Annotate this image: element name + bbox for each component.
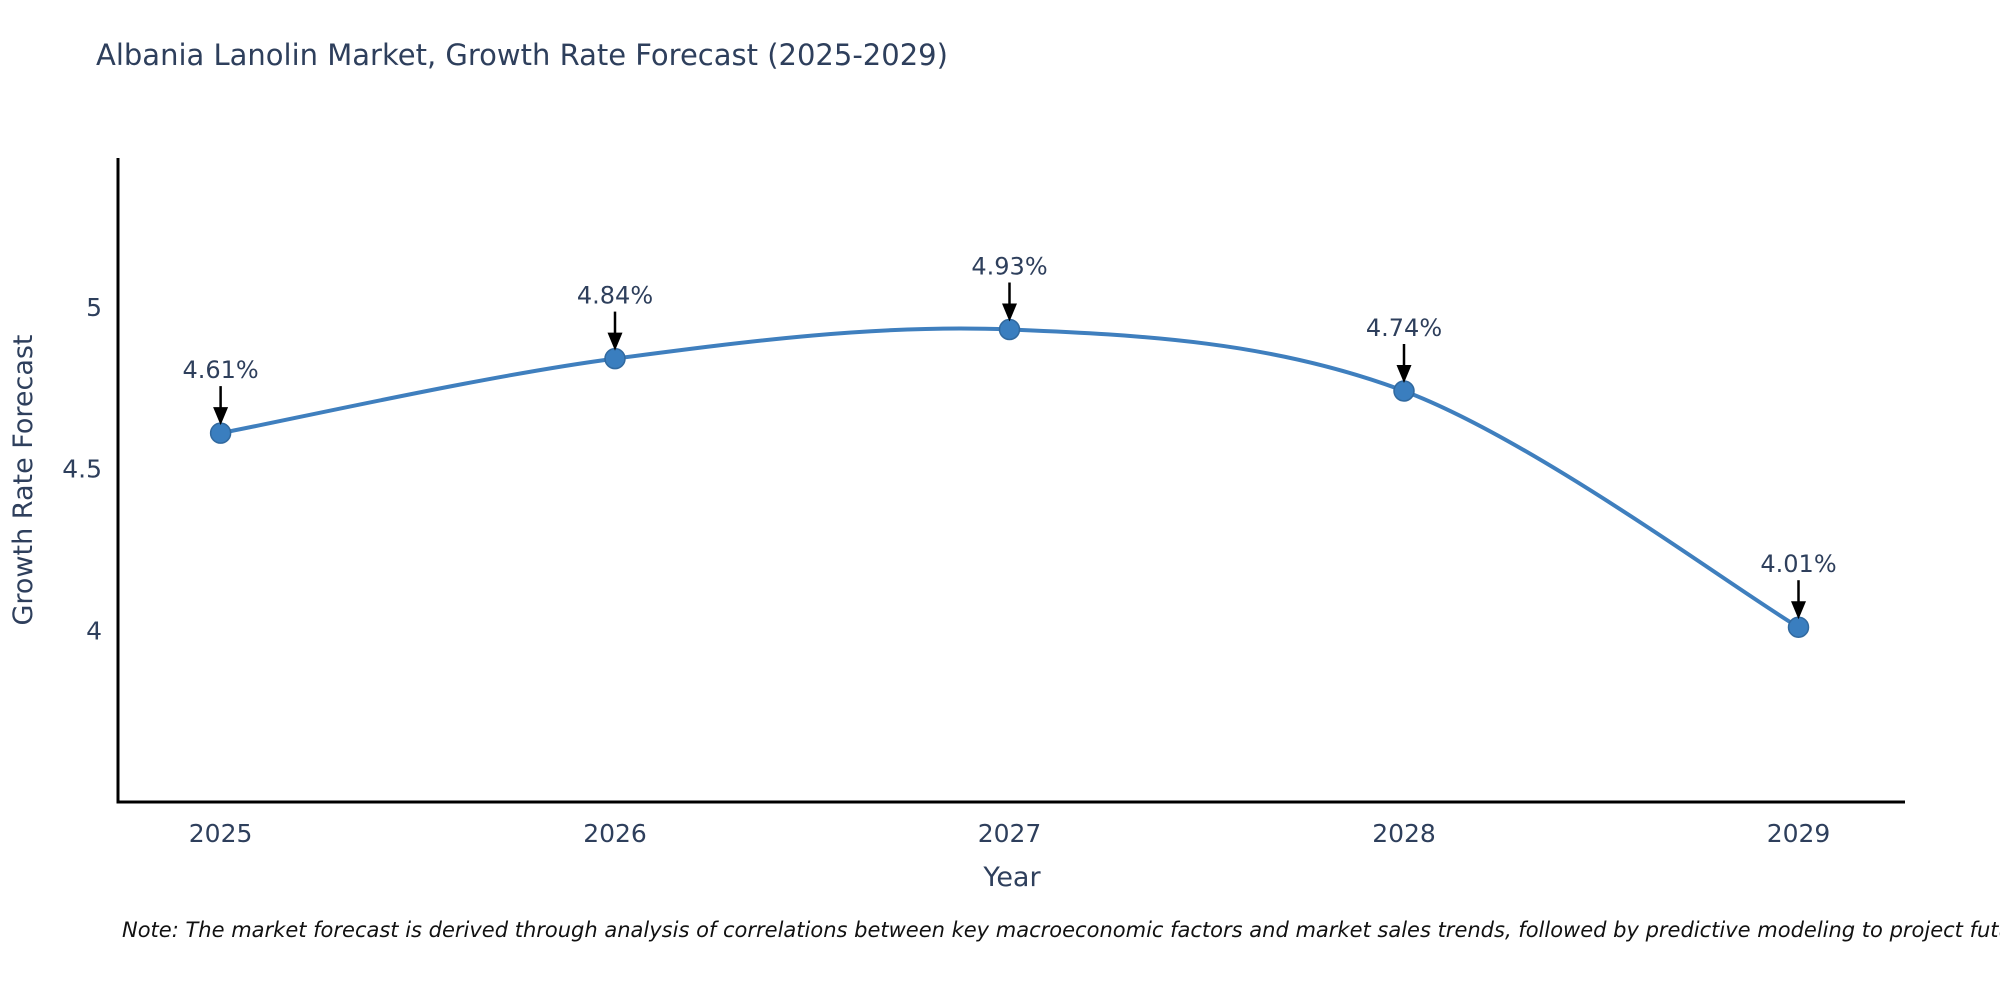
x-tick-label: 2026: [583, 819, 647, 848]
y-tick-label: 4.5: [62, 455, 102, 484]
annotation-label: 4.93%: [971, 253, 1047, 281]
annotation-arrowhead: [213, 407, 229, 426]
x-tick-label: 2025: [189, 819, 253, 848]
annotation-label: 4.84%: [577, 282, 653, 310]
annotation-arrowhead: [1791, 601, 1806, 620]
annotation-arrowhead: [1396, 365, 1412, 383]
y-tick-label: 5: [86, 293, 102, 322]
annotation-arrowhead: [607, 332, 623, 351]
data-point-marker: [209, 422, 232, 444]
x-axis-title: Year: [982, 862, 1041, 893]
annotation-label: 4.61%: [182, 356, 258, 384]
x-tick-label: 2027: [978, 819, 1042, 848]
x-tick-label: 2029: [1767, 819, 1831, 848]
data-point-marker: [604, 347, 626, 370]
annotation-arrowhead: [1002, 303, 1017, 322]
y-tick-label: 4: [86, 617, 102, 646]
annotation-label: 4.01%: [1760, 550, 1836, 578]
data-point-marker: [998, 318, 1021, 341]
footnote: Note: The market forecast is derived thr…: [122, 918, 2000, 942]
annotation-label: 4.74%: [1366, 314, 1442, 342]
series-line: [218, 326, 1801, 630]
page-title: Albania Lanolin Market, Growth Rate Fore…: [96, 38, 948, 72]
x-tick-label: 2028: [1372, 819, 1436, 848]
y-axis-title: Growth Rate Forecast: [8, 334, 39, 625]
data-point-marker: [1393, 380, 1415, 402]
data-point-marker: [1787, 616, 1810, 638]
